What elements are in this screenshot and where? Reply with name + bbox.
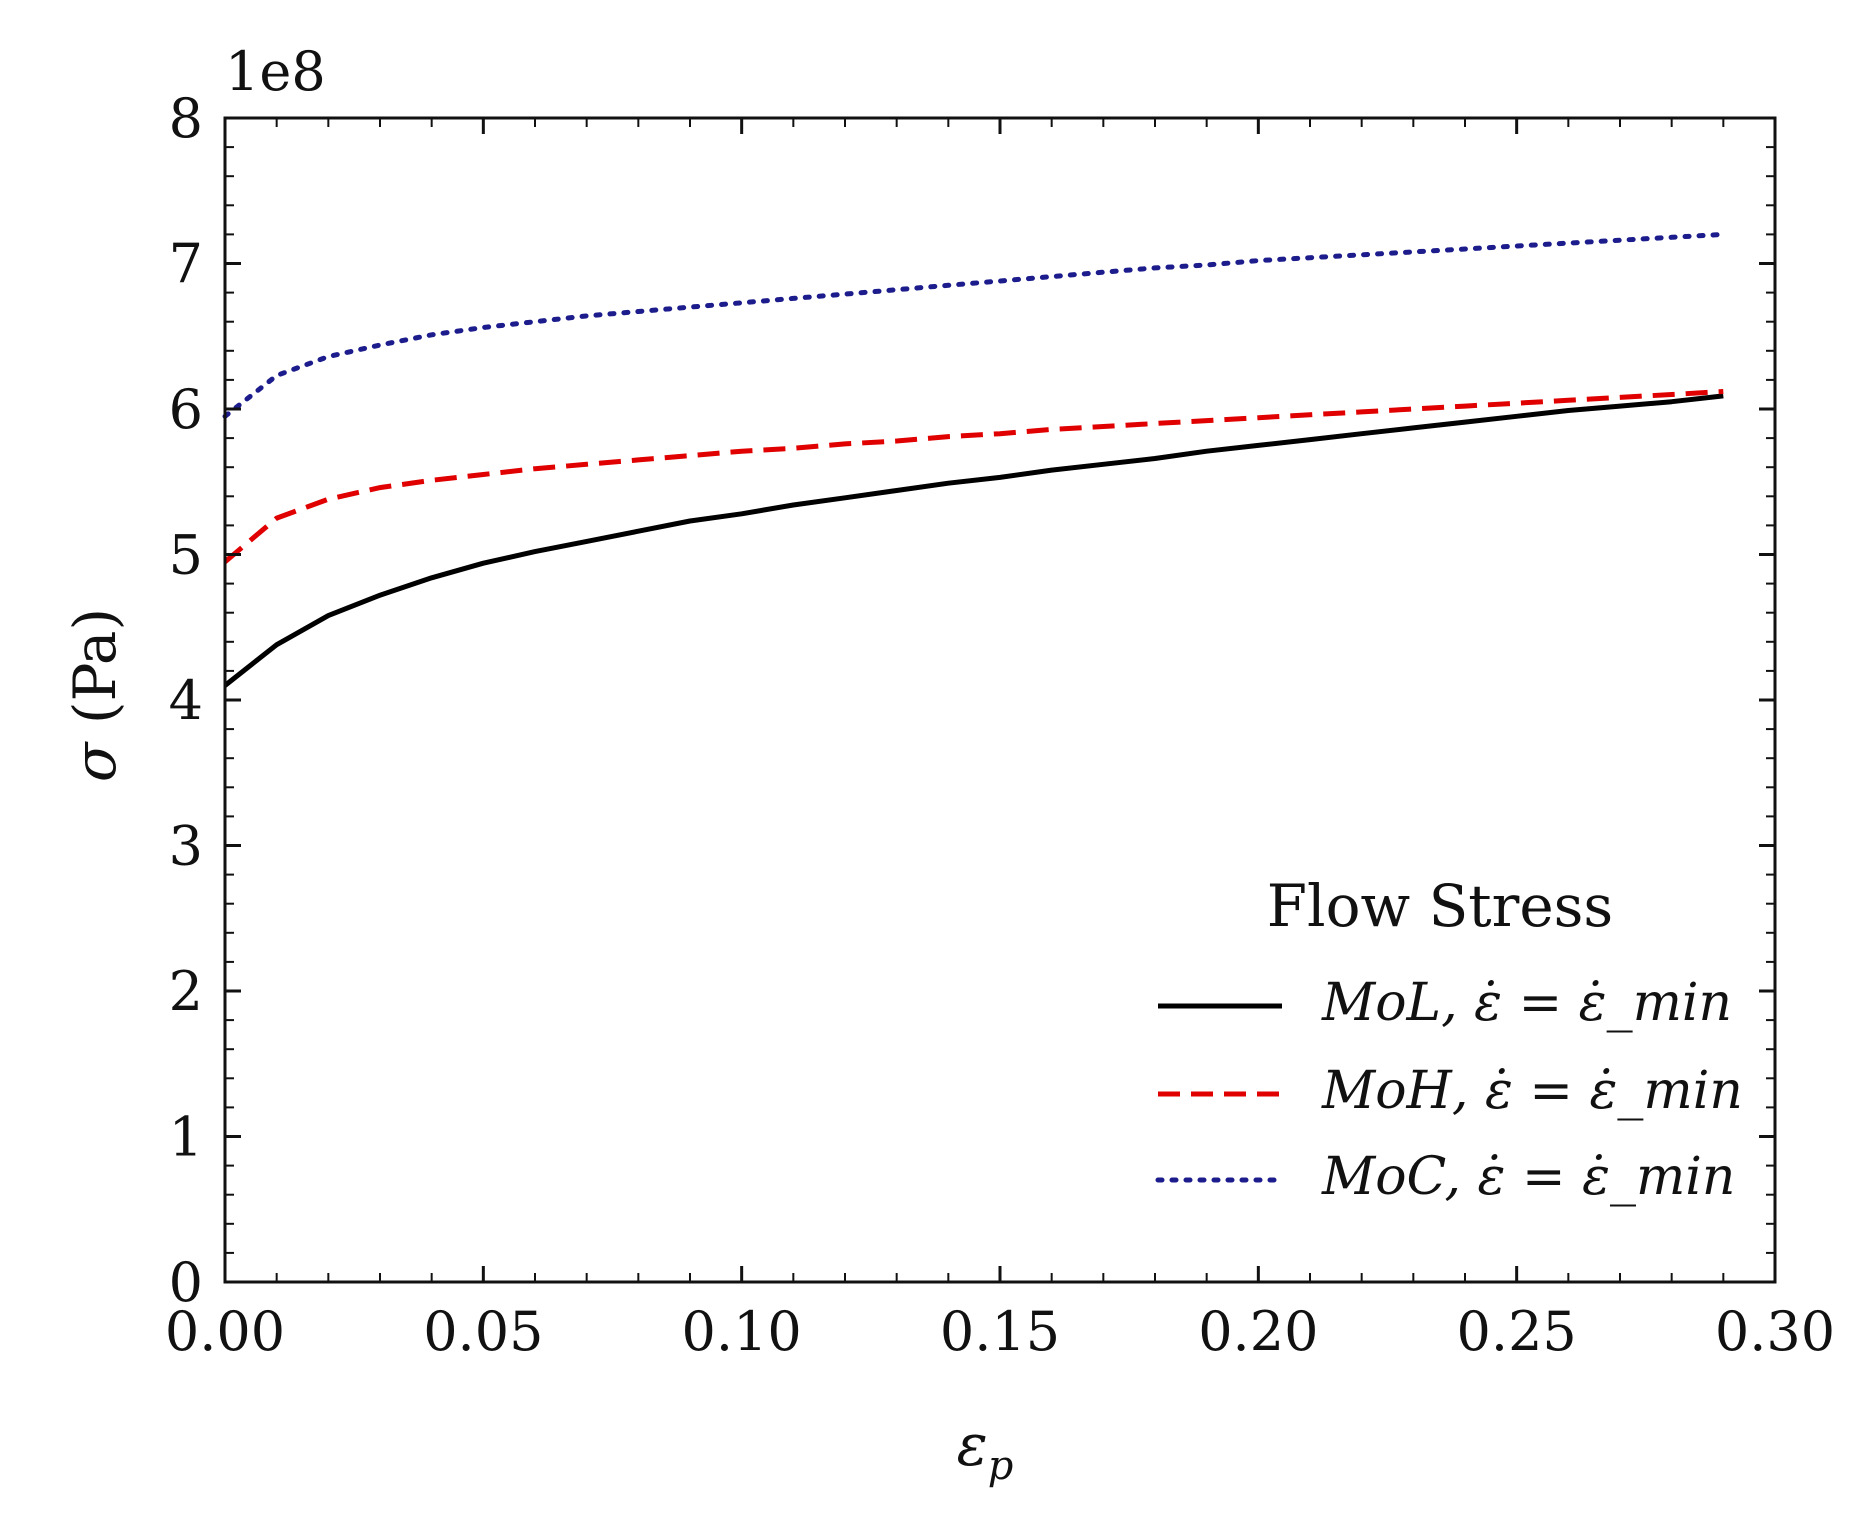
x-label-subscript: p — [988, 1443, 1014, 1489]
y-tick-label: 4 — [169, 669, 203, 732]
y-tick-label: 2 — [169, 960, 203, 1023]
x-label-symbol: ε — [957, 1411, 988, 1479]
series-line-1 — [223, 393, 1724, 688]
y-label-symbol: σ — [61, 741, 129, 782]
x-tick-label: 0.15 — [940, 1300, 1060, 1363]
y-tick-label: 8 — [169, 87, 203, 150]
x-tick-label: 0.05 — [423, 1300, 543, 1363]
legend-items: MoL, ε̇ = ε̇_min MoH, ε̇ = ε̇_min MoC, ε̇ … — [1155, 973, 1743, 1207]
y-tick-label: 5 — [169, 524, 203, 587]
x-tick-label: 0.00 — [165, 1300, 285, 1363]
axis-ticks — [223, 116, 1777, 1284]
y-label-unit: (Pa) — [61, 608, 129, 743]
series-line-2 — [223, 389, 1724, 564]
legend-label-2: MoH, ε̇ = ε̇_min — [1321, 1061, 1743, 1121]
plot-lines — [222, 231, 1726, 688]
x-axis-label: εp — [957, 1411, 1014, 1489]
y-offset-text: 1e8 — [225, 40, 326, 103]
series-line-3 — [222, 231, 1726, 419]
x-tick-label: 0.30 — [1715, 1300, 1835, 1363]
y-tick-label: 6 — [169, 378, 203, 441]
y-tick-label: 7 — [169, 233, 203, 296]
y-axis-label: σ (Pa) — [61, 608, 129, 782]
x-tick-label: 0.10 — [682, 1300, 802, 1363]
x-tick-label: 0.25 — [1457, 1300, 1577, 1363]
x-tick-label: 0.20 — [1198, 1300, 1318, 1363]
y-tick-label: 1 — [169, 1106, 203, 1169]
y-tick-label: 0 — [169, 1251, 203, 1314]
tick-labels: 0.00 0.05 0.10 0.15 0.20 0.25 0.30 0 1 2 3 4 5 6 7 8 — [165, 87, 1835, 1363]
legend-label-3: MoC, ε̇ = ε̇_min — [1321, 1147, 1735, 1207]
legend-label-1: MoL, ε̇ = ε̇_min — [1321, 973, 1732, 1033]
legend-title: Flow Stress — [1267, 872, 1613, 940]
legend: Flow Stress MoL, ε̇ = ε̇_min MoH, ε̇ = ε̇… — [1155, 872, 1743, 1207]
y-tick-label: 3 — [169, 815, 203, 878]
